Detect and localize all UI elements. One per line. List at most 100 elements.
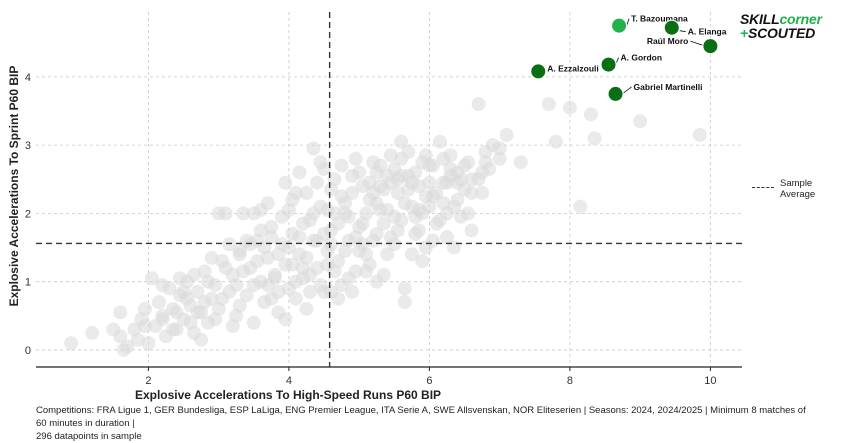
- sample-point: [236, 264, 251, 279]
- sample-point: [144, 271, 159, 286]
- sample-point: [390, 185, 405, 200]
- sample-point: [288, 274, 303, 289]
- sample-point: [425, 233, 440, 248]
- sample-point: [271, 284, 286, 299]
- x-axis-title: Explosive Accelerations To High-Speed Ru…: [135, 388, 441, 402]
- sample-point: [461, 206, 476, 221]
- highlighted-player-point: [600, 56, 617, 73]
- player-label: A. Ezzalzouli: [547, 63, 598, 73]
- sample-point: [376, 216, 391, 231]
- sample-point: [369, 165, 384, 180]
- sample-point: [355, 237, 370, 252]
- y-tick-label: 3: [25, 140, 31, 152]
- sample-point: [394, 134, 409, 149]
- legend-dashed-line: [752, 187, 774, 188]
- sample-point: [404, 247, 419, 262]
- sample-point: [309, 175, 324, 190]
- highlighted-player-point: [607, 85, 624, 102]
- sample-points: [64, 97, 707, 357]
- legend-label-line2: Average: [780, 189, 816, 200]
- tick-labels: 2 4 6 8 10 0 1 2 3 4: [25, 72, 717, 387]
- sample-point: [513, 155, 528, 170]
- sample-point: [345, 168, 360, 183]
- sample-point: [425, 158, 440, 173]
- sample-point: [197, 295, 212, 310]
- sample-point: [499, 127, 514, 142]
- sample-point: [541, 97, 556, 112]
- sample-point: [292, 230, 307, 245]
- sample-point: [422, 175, 437, 190]
- sample-point: [302, 284, 317, 299]
- sample-point: [292, 165, 307, 180]
- sample-point: [260, 196, 275, 211]
- sample-point: [183, 315, 198, 330]
- sample-point: [380, 247, 395, 262]
- sample-point: [397, 295, 412, 310]
- logo-scouted-text: SCOUTED: [747, 25, 816, 41]
- sample-point: [64, 336, 79, 351]
- sample-point: [327, 206, 342, 221]
- sample-point: [225, 319, 240, 334]
- sample-point: [211, 206, 226, 221]
- sample-point: [264, 220, 279, 235]
- sample-point: [113, 329, 128, 344]
- sample-point: [573, 199, 588, 214]
- sample-point: [260, 278, 275, 293]
- sample-point: [137, 301, 152, 316]
- sample-point: [341, 271, 356, 286]
- x-tick-label: 2: [145, 375, 151, 387]
- y-tick-label: 4: [25, 72, 31, 84]
- sample-point: [313, 278, 328, 293]
- sample-point: [432, 134, 447, 149]
- sample-point: [239, 288, 254, 303]
- sample-point: [401, 144, 416, 159]
- player-label-leader: [690, 40, 703, 46]
- sample-point: [383, 148, 398, 163]
- sample-point: [151, 295, 166, 310]
- highlighted-player-point: [702, 38, 719, 55]
- sample-point: [295, 261, 310, 276]
- sample-point: [475, 185, 490, 200]
- sample-point: [285, 257, 300, 272]
- x-tick-label: 10: [704, 375, 716, 387]
- sample-point: [208, 312, 223, 327]
- sample-point: [366, 233, 381, 248]
- sample-point: [194, 332, 209, 347]
- sample-point: [633, 114, 648, 129]
- sample-point: [415, 254, 430, 269]
- sample-point: [239, 233, 254, 248]
- sample-point: [155, 278, 170, 293]
- logo-skill-text: SKILL: [740, 11, 780, 27]
- sample-point: [120, 339, 135, 354]
- player-label: A. Gordon: [621, 53, 663, 63]
- sample-point: [583, 107, 598, 122]
- sample-point: [443, 162, 458, 177]
- sample-point: [692, 127, 707, 142]
- sample-point: [320, 257, 335, 272]
- sample-point: [397, 196, 412, 211]
- sample-point: [169, 305, 184, 320]
- logo-plus-text: +: [740, 25, 748, 41]
- sample-point: [236, 206, 251, 221]
- sample-point: [141, 336, 156, 351]
- player-label-leader: [679, 30, 686, 33]
- sample-point: [464, 223, 479, 238]
- sample-point: [338, 243, 353, 258]
- highlighted-player-point: [611, 17, 628, 34]
- x-tick-label: 4: [286, 375, 292, 387]
- sample-point: [450, 192, 465, 207]
- sample-point: [204, 250, 219, 265]
- sample-point: [176, 284, 191, 299]
- player-label-leader: [623, 86, 632, 94]
- sample-point: [411, 223, 426, 238]
- player-label: T. Bazoumana: [631, 14, 688, 24]
- sample-point: [306, 141, 321, 156]
- footnote-line2: 296 datapoints in sample: [36, 431, 142, 442]
- sample-point: [331, 291, 346, 306]
- legend-label: Sample Average: [780, 178, 828, 200]
- highlighted-player-point: [663, 19, 680, 36]
- sample-point: [190, 284, 205, 299]
- sample-point: [464, 185, 479, 200]
- sample-point: [187, 267, 202, 282]
- sample-point: [264, 230, 279, 245]
